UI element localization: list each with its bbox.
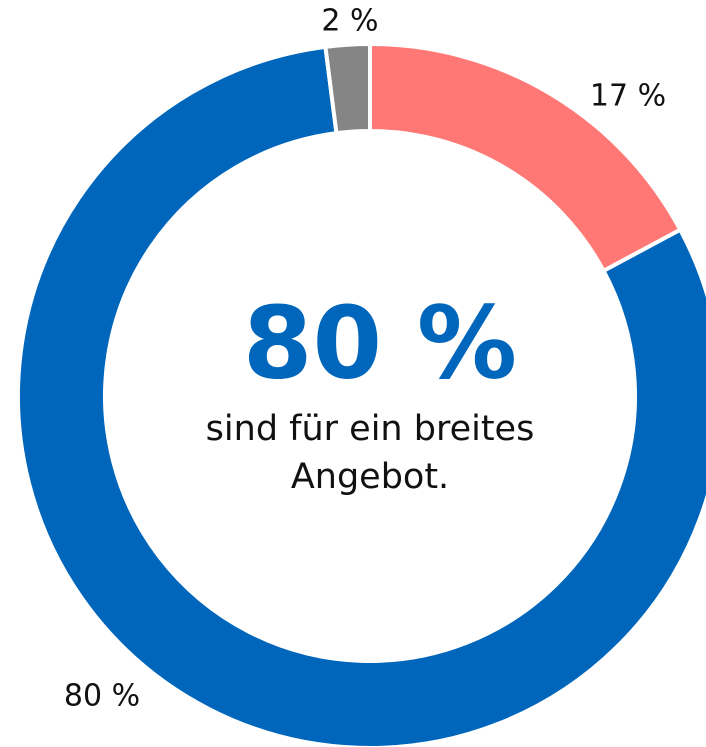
value-label: 17 % <box>590 79 666 114</box>
center-label: 80 % <box>243 284 517 401</box>
value-label: 2 % <box>321 4 378 39</box>
annotation: sind für ein breites Angebot. <box>205 409 535 497</box>
donut-segment <box>323 41 372 136</box>
value-label: 80 % <box>64 679 140 714</box>
donut-segment <box>16 44 706 747</box>
